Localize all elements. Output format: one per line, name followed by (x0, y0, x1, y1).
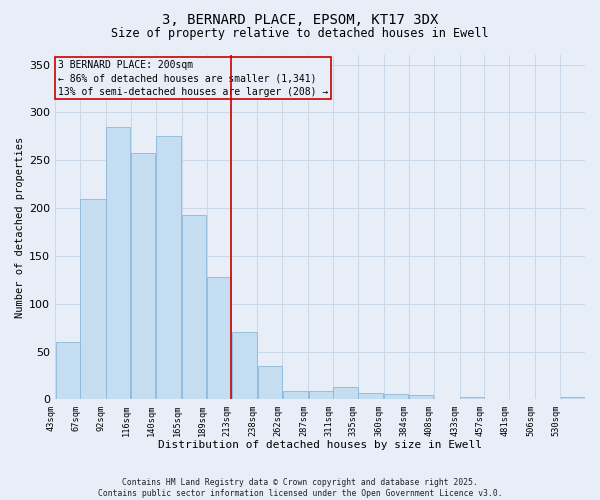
Y-axis label: Number of detached properties: Number of detached properties (15, 136, 25, 318)
Bar (106, 127, 130, 400)
Bar (460, 396, 484, 400)
X-axis label: Distribution of detached houses by size in Ewell: Distribution of detached houses by size … (158, 440, 482, 450)
Bar (384, 394, 409, 400)
Bar (156, 136, 181, 400)
Bar (409, 394, 433, 400)
Bar (131, 152, 155, 400)
Bar (334, 387, 358, 400)
Text: 3, BERNARD PLACE, EPSOM, KT17 3DX: 3, BERNARD PLACE, EPSOM, KT17 3DX (162, 12, 438, 26)
Text: Contains HM Land Registry data © Crown copyright and database right 2025.
Contai: Contains HM Land Registry data © Crown c… (98, 478, 502, 498)
Bar (182, 215, 206, 400)
Bar (232, 332, 257, 400)
Bar (283, 391, 308, 400)
Bar (308, 391, 332, 400)
Bar (510, 398, 535, 400)
Text: 3 BERNARD PLACE: 200sqm
← 86% of detached houses are smaller (1,341)
13% of semi: 3 BERNARD PLACE: 200sqm ← 86% of detache… (58, 60, 328, 96)
Bar (258, 366, 282, 400)
Text: Size of property relative to detached houses in Ewell: Size of property relative to detached ho… (111, 28, 489, 40)
Bar (207, 277, 231, 400)
Bar (80, 198, 106, 400)
Bar (358, 393, 383, 400)
Bar (56, 342, 80, 400)
Bar (560, 396, 584, 400)
